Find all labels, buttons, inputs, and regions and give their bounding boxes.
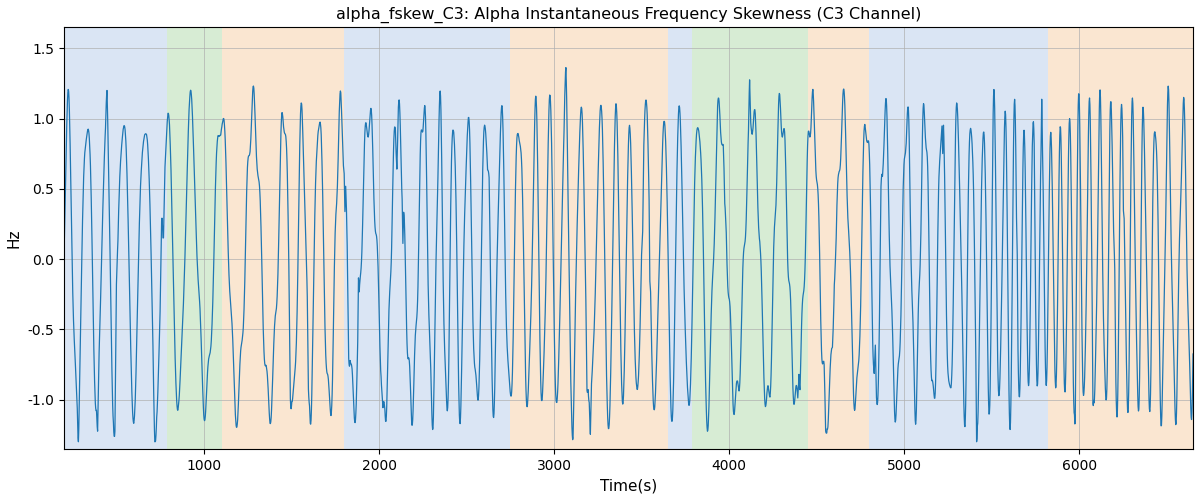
Bar [510, 28, 668, 449]
Bar [869, 28, 1048, 449]
Bar [1048, 28, 1193, 449]
Bar [344, 28, 510, 449]
X-axis label: Time(s): Time(s) [600, 478, 658, 493]
Bar [692, 28, 808, 449]
Y-axis label: Hz: Hz [7, 228, 22, 248]
Bar [668, 28, 692, 449]
Title: alpha_fskew_C3: Alpha Instantaneous Frequency Skewness (C3 Channel): alpha_fskew_C3: Alpha Instantaneous Freq… [336, 7, 922, 23]
Bar [222, 28, 344, 449]
Bar [167, 28, 222, 449]
Bar [64, 28, 167, 449]
Bar [808, 28, 869, 449]
